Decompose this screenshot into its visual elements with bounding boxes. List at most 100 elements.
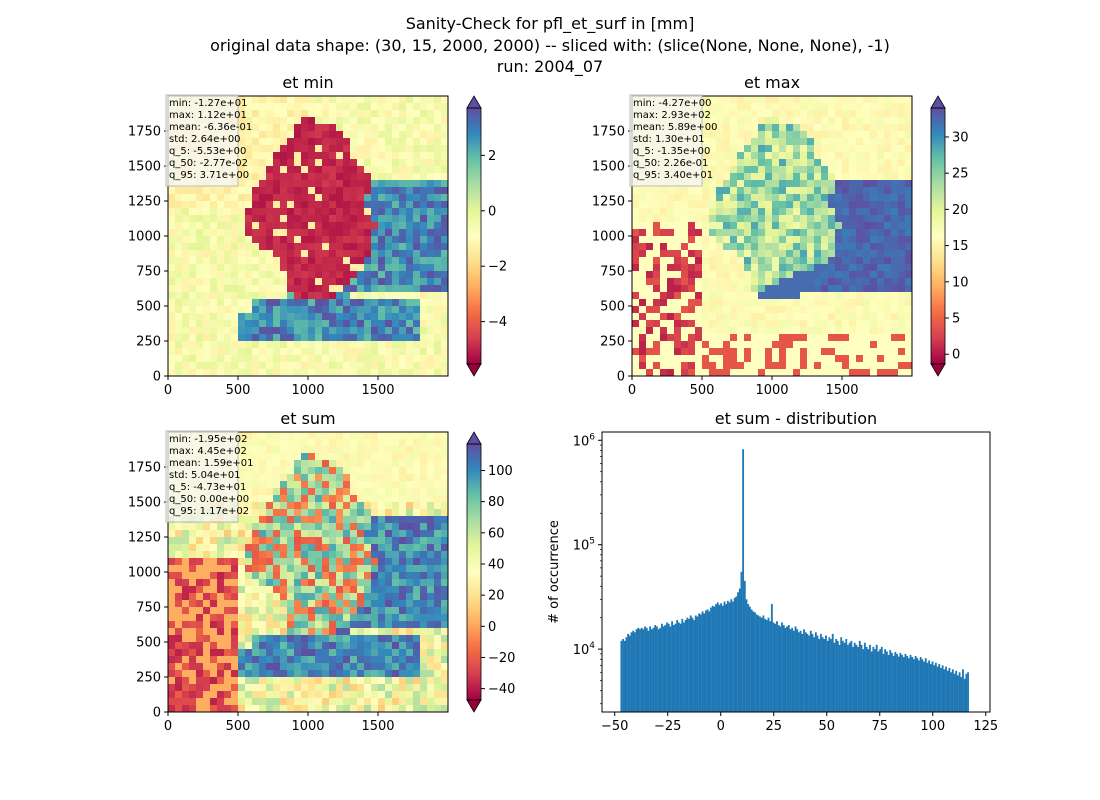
heatmap-cell — [217, 243, 225, 251]
heatmap-cell — [336, 103, 344, 111]
heatmap-cell — [406, 222, 414, 230]
heatmap-cell — [667, 362, 675, 370]
heatmap-cell — [877, 278, 885, 286]
heatmap-cell — [434, 432, 442, 440]
heatmap-cell — [308, 530, 316, 538]
heatmap-cell — [259, 250, 267, 258]
heatmap-cell — [392, 208, 400, 216]
heatmap-cell — [224, 348, 232, 356]
heatmap-cell — [646, 369, 654, 377]
heatmap-cell — [294, 614, 302, 622]
heatmap-cell — [723, 327, 731, 335]
heatmap-cell — [667, 320, 675, 328]
heatmap-cell — [343, 628, 351, 636]
heatmap-cell — [828, 313, 836, 321]
heatmap-cell — [371, 516, 379, 524]
heatmap-cell — [821, 131, 829, 139]
heatmap-cell — [800, 159, 808, 167]
heatmap-cell — [730, 222, 738, 230]
heatmap-cell — [392, 495, 400, 503]
heatmap-cell — [653, 320, 661, 328]
heatmap-cell — [294, 565, 302, 573]
heatmap-cell — [399, 215, 407, 223]
heatmap-cell — [378, 628, 386, 636]
y-tick-label: 750 — [136, 265, 161, 280]
heatmap-cell — [245, 334, 253, 342]
heatmap-cell — [266, 642, 274, 650]
heatmap-cell — [322, 523, 330, 531]
heatmap-cell — [315, 306, 323, 314]
heatmap-cell — [898, 201, 906, 209]
heatmap-cell — [828, 103, 836, 111]
heatmap-cell — [357, 649, 365, 657]
heatmap-cell — [821, 208, 829, 216]
heatmap-cell — [420, 145, 428, 153]
heatmap-cell — [744, 222, 752, 230]
heatmap-cell — [238, 488, 246, 496]
heatmap-cell — [891, 187, 899, 195]
heatmap-cell — [357, 215, 365, 223]
heatmap-cell — [357, 341, 365, 349]
heatmap-cell — [646, 264, 654, 272]
heatmap-cell — [392, 558, 400, 566]
heatmap-cell — [357, 656, 365, 664]
heatmap-cell — [322, 131, 330, 139]
heatmap-cell — [786, 96, 794, 104]
heatmap-cell — [814, 362, 822, 370]
colorbar-extend-max — [930, 95, 946, 109]
heatmap-cell — [308, 586, 316, 594]
heatmap-cell — [828, 341, 836, 349]
heatmap-cell — [203, 530, 211, 538]
heatmap-cell — [392, 698, 400, 706]
heatmap-cell — [378, 635, 386, 643]
heatmap-cell — [203, 313, 211, 321]
heatmap-cell — [343, 271, 351, 279]
heatmap-cell — [646, 187, 654, 195]
heatmap-cell — [329, 320, 337, 328]
heatmap-cell — [308, 516, 316, 524]
heatmap-cell — [308, 600, 316, 608]
heatmap-cell — [399, 530, 407, 538]
heatmap-cell — [266, 96, 274, 104]
heatmap-cell — [639, 355, 647, 363]
heatmap-cell — [259, 565, 267, 573]
heatmap-cell — [259, 145, 267, 153]
heatmap-cell — [266, 572, 274, 580]
heatmap-cell — [231, 544, 239, 552]
heatmap-cell — [807, 229, 815, 237]
heatmap-cell — [821, 278, 829, 286]
heatmap-cell — [210, 299, 218, 307]
heatmap-cell — [308, 593, 316, 601]
heatmap-cell — [301, 544, 309, 552]
heatmap-cell — [716, 131, 724, 139]
heatmap-cell — [378, 523, 386, 531]
heatmap-cell — [343, 96, 351, 104]
heatmap-cell — [315, 642, 323, 650]
heatmap-cell — [434, 194, 442, 202]
heatmap-cell — [765, 369, 773, 377]
heatmap-cell — [280, 551, 288, 559]
heatmap-cell — [877, 145, 885, 153]
heatmap-cell — [343, 320, 351, 328]
heatmap-cell — [266, 138, 274, 146]
heatmap-cell — [175, 551, 183, 559]
heatmap-cell — [646, 243, 654, 251]
heatmap-cell — [182, 565, 190, 573]
heatmap-cell — [259, 677, 267, 685]
heatmap-cell — [884, 243, 892, 251]
heatmap-cell — [420, 572, 428, 580]
heatmap-cell — [877, 159, 885, 167]
heatmap-cell — [371, 215, 379, 223]
heatmap-cell — [168, 285, 176, 293]
heatmap-cell — [814, 285, 822, 293]
heatmap-cell — [779, 222, 787, 230]
heatmap-cell — [413, 320, 421, 328]
heatmap-cell — [392, 544, 400, 552]
heatmap-cell — [287, 313, 295, 321]
heatmap-cell — [336, 299, 344, 307]
heatmap-cell — [336, 523, 344, 531]
heatmap-cell — [329, 698, 337, 706]
heatmap-cell — [758, 131, 766, 139]
heatmap-cell — [224, 299, 232, 307]
heatmap-cell — [301, 684, 309, 692]
